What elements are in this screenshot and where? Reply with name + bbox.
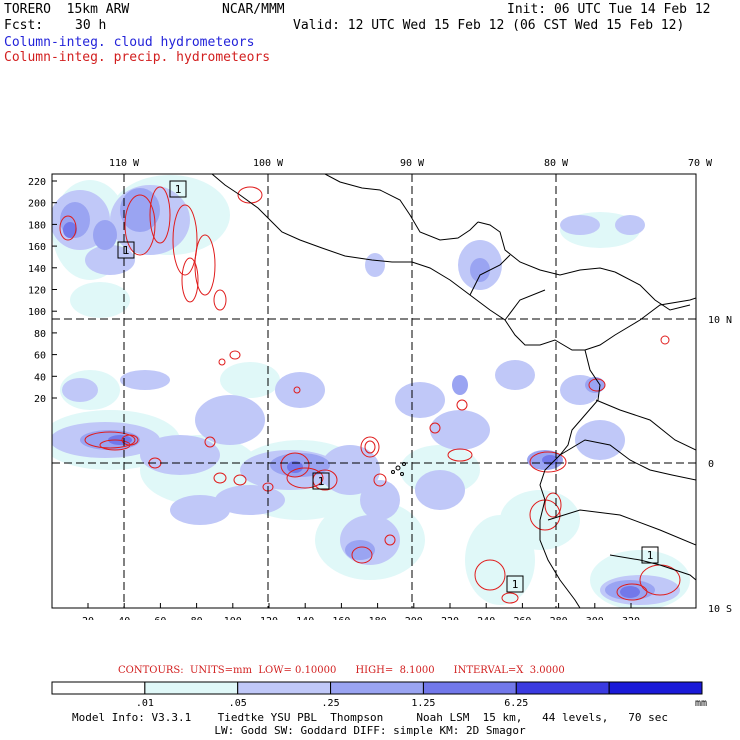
svg-text:1: 1 xyxy=(318,475,325,488)
colorbar-swatch xyxy=(608,681,703,695)
box-label: 1 xyxy=(506,575,524,593)
map-frame xyxy=(51,173,697,609)
x-tick-label: 40 xyxy=(118,616,130,620)
x-tick-label: 300 xyxy=(586,616,604,620)
y-tick-label: 140 xyxy=(28,264,46,275)
y-tick-label: 20 xyxy=(34,394,46,405)
init-time: Init: 06 UTC Tue 14 Feb 12 xyxy=(507,2,711,17)
map-ticks xyxy=(52,180,632,608)
y-tick-label: 80 xyxy=(34,329,46,340)
lon-label: 90 W xyxy=(400,158,425,169)
box-label: 1 xyxy=(641,546,659,564)
y-tick-label: 40 xyxy=(34,372,46,383)
precip-contours xyxy=(59,186,681,604)
box-label: 1 xyxy=(312,472,330,490)
y-tick-label: 60 xyxy=(34,351,46,362)
colorbar-swatch xyxy=(422,681,517,695)
lon-label: 100 W xyxy=(253,158,284,169)
lat-label: 10 N xyxy=(708,315,732,326)
model-info-line2: LW: Godd SW: Goddard DIFF: simple KM: 2D… xyxy=(214,724,526,737)
x-tick-label: 280 xyxy=(550,616,568,620)
field-precip-label: Column-integ. precip. hydrometeors xyxy=(4,50,271,65)
lat-label: 10 S xyxy=(708,604,732,615)
lon-label: 80 W xyxy=(544,158,569,169)
x-tick-label: 240 xyxy=(477,616,495,620)
x-tick-label: 140 xyxy=(296,616,314,620)
svg-text:1: 1 xyxy=(175,183,182,196)
x-tick-label: 220 xyxy=(441,616,459,620)
svg-text:1: 1 xyxy=(123,244,130,257)
x-tick-label: 260 xyxy=(513,616,531,620)
colorbar-label: .05 xyxy=(229,698,247,709)
contour-info: CONTOURS: UNITS=mm LOW= 0.10000 HIGH= 8.… xyxy=(118,665,565,676)
colorbar-label: 6.25 xyxy=(504,698,528,709)
lat-label: 0 xyxy=(708,459,714,470)
box-label: 1 xyxy=(169,180,187,198)
x-tick-label: 60 xyxy=(154,616,166,620)
y-tick-label: 100 xyxy=(28,307,46,318)
colorbar-unit: mm xyxy=(695,698,707,709)
x-tick-label: 100 xyxy=(224,616,242,620)
org-label: NCAR/MMM xyxy=(222,2,285,17)
weather-map: 1 1 1 1 1 220200180160140120100806040202… xyxy=(28,158,732,620)
box-label: 1 xyxy=(117,241,135,259)
labelled-boxes: 1 1 1 1 1 xyxy=(117,180,659,593)
colorbar-label: .01 xyxy=(136,698,154,709)
x-tick-label: 180 xyxy=(369,616,387,620)
model-info-line1: Model Info: V3.3.1 Tiedtke YSU PBL Thomp… xyxy=(71,711,669,724)
model-title: TORERO 15km ARW xyxy=(4,2,130,17)
colorbar-swatch xyxy=(515,681,610,695)
x-tick-label: 320 xyxy=(622,616,640,620)
y-tick-label: 200 xyxy=(28,199,46,210)
lat-lon-grid xyxy=(52,174,696,608)
colorbar-label: .25 xyxy=(322,698,340,709)
x-tick-label: 80 xyxy=(191,616,203,620)
forecast-label: Fcst: xyxy=(4,18,44,33)
forecast-hour: 30 h xyxy=(75,18,107,33)
valid-time: Valid: 12 UTC Wed 15 Feb 12 (06 CST Wed … xyxy=(293,18,685,33)
y-tick-label: 160 xyxy=(28,242,46,253)
y-tick-label: 180 xyxy=(28,220,46,231)
colorbar: .01 .05 .25 1.25 6.25 mm xyxy=(51,681,707,709)
colorbar-swatch xyxy=(330,681,424,695)
svg-text:1: 1 xyxy=(647,549,654,562)
lon-label: 70 W xyxy=(688,158,713,169)
x-tick-label: 200 xyxy=(405,616,423,620)
colorbar-label: 1.25 xyxy=(411,698,435,709)
y-tick-label: 120 xyxy=(28,286,46,297)
lon-label: 110 W xyxy=(109,158,140,169)
axis-labels: 220 200 180 160 140 120 100 80 60 40 20 20 40 60 80 100… xyxy=(28,158,732,620)
colorbar-boxes xyxy=(51,681,703,695)
x-tick-label: 20 xyxy=(82,616,94,620)
x-tick-label: 120 xyxy=(260,616,278,620)
field-cloud-label: Column-integ. cloud hydrometeors xyxy=(4,35,255,50)
colorbar-swatch xyxy=(144,681,239,695)
x-tick-label: 160 xyxy=(332,616,350,620)
y-tick-label: 220 xyxy=(28,177,46,188)
svg-text:1: 1 xyxy=(512,578,519,591)
colorbar-labels: .01 .05 .25 1.25 6.25 xyxy=(136,698,529,709)
colorbar-swatch xyxy=(237,681,332,695)
coastlines xyxy=(211,174,696,608)
colorbar-swatch xyxy=(51,681,146,695)
